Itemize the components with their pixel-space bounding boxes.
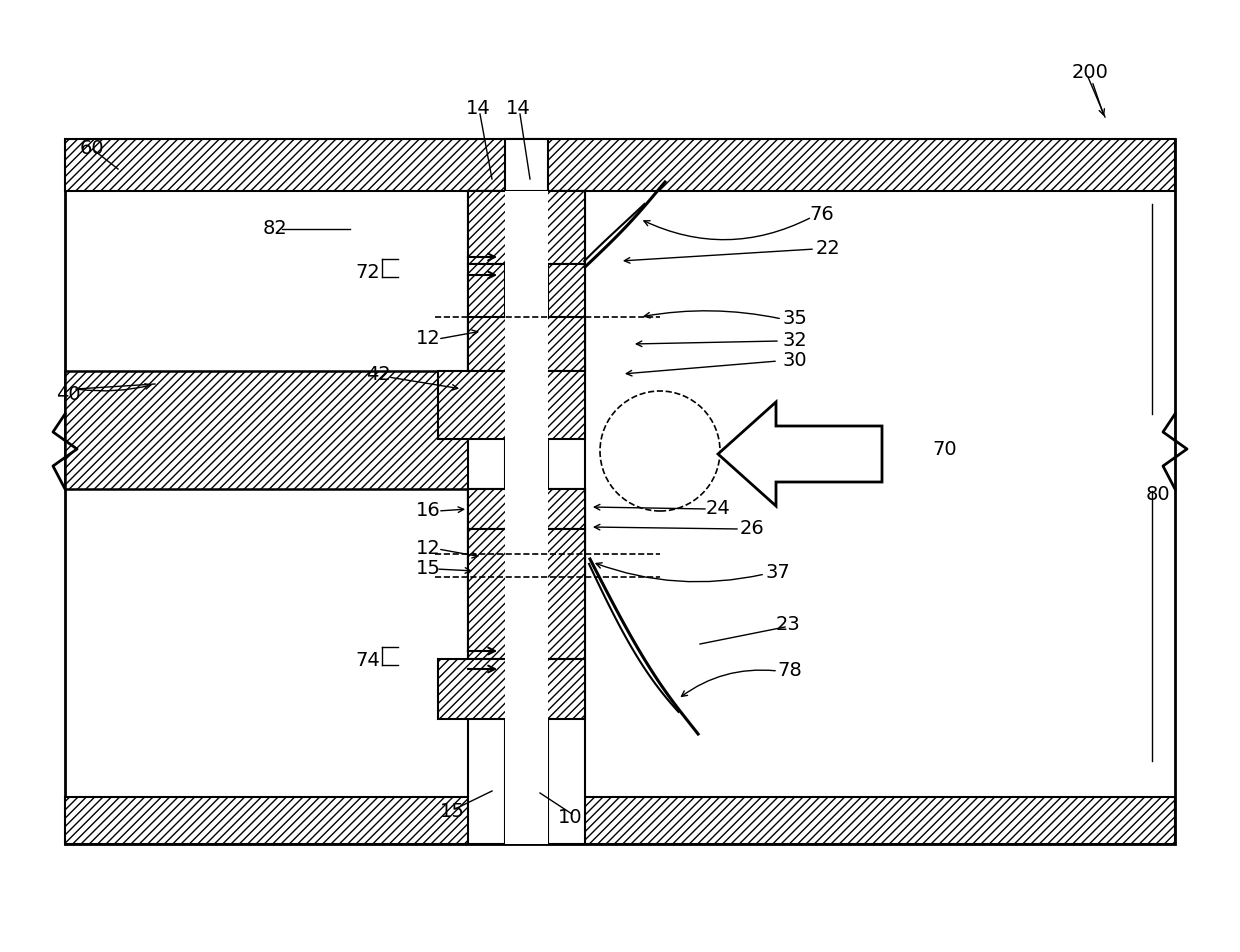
Text: 60: 60 (79, 138, 104, 157)
Text: 24: 24 (706, 498, 730, 517)
Text: 82: 82 (263, 218, 288, 237)
Text: 23: 23 (776, 615, 800, 634)
Text: 12: 12 (415, 328, 440, 347)
Text: 37: 37 (765, 562, 790, 581)
Text: 74: 74 (356, 650, 381, 669)
Text: 14: 14 (506, 98, 531, 117)
Text: 72: 72 (356, 262, 381, 281)
Text: 16: 16 (415, 500, 440, 519)
Text: 10: 10 (558, 807, 583, 826)
Text: 40: 40 (56, 386, 81, 404)
Text: 26: 26 (739, 518, 764, 537)
Polygon shape (64, 140, 1176, 844)
Text: 70: 70 (932, 440, 957, 459)
Polygon shape (467, 318, 585, 371)
Text: 15: 15 (415, 558, 440, 577)
Polygon shape (467, 489, 585, 529)
Text: 30: 30 (782, 350, 807, 369)
Text: 15: 15 (439, 802, 465, 821)
Text: 22: 22 (816, 238, 841, 257)
Polygon shape (64, 140, 1176, 191)
Polygon shape (467, 191, 505, 844)
Text: 32: 32 (782, 330, 807, 349)
Polygon shape (505, 660, 548, 720)
Text: 35: 35 (782, 308, 807, 327)
Text: 42: 42 (366, 366, 391, 384)
Polygon shape (64, 797, 1176, 844)
Polygon shape (548, 191, 585, 844)
Polygon shape (505, 371, 548, 440)
Text: 200: 200 (1071, 63, 1109, 82)
Polygon shape (718, 403, 882, 506)
Polygon shape (438, 371, 585, 440)
Polygon shape (505, 191, 548, 844)
Polygon shape (548, 265, 585, 371)
Text: 14: 14 (466, 98, 490, 117)
Polygon shape (467, 529, 585, 660)
Polygon shape (438, 660, 585, 720)
Polygon shape (467, 265, 505, 371)
Text: 12: 12 (415, 538, 440, 557)
Polygon shape (64, 371, 467, 489)
Polygon shape (467, 489, 585, 589)
Text: 76: 76 (810, 206, 835, 225)
Text: 78: 78 (777, 660, 802, 679)
Text: 80: 80 (1146, 485, 1171, 504)
Polygon shape (467, 191, 585, 265)
Polygon shape (505, 140, 548, 844)
